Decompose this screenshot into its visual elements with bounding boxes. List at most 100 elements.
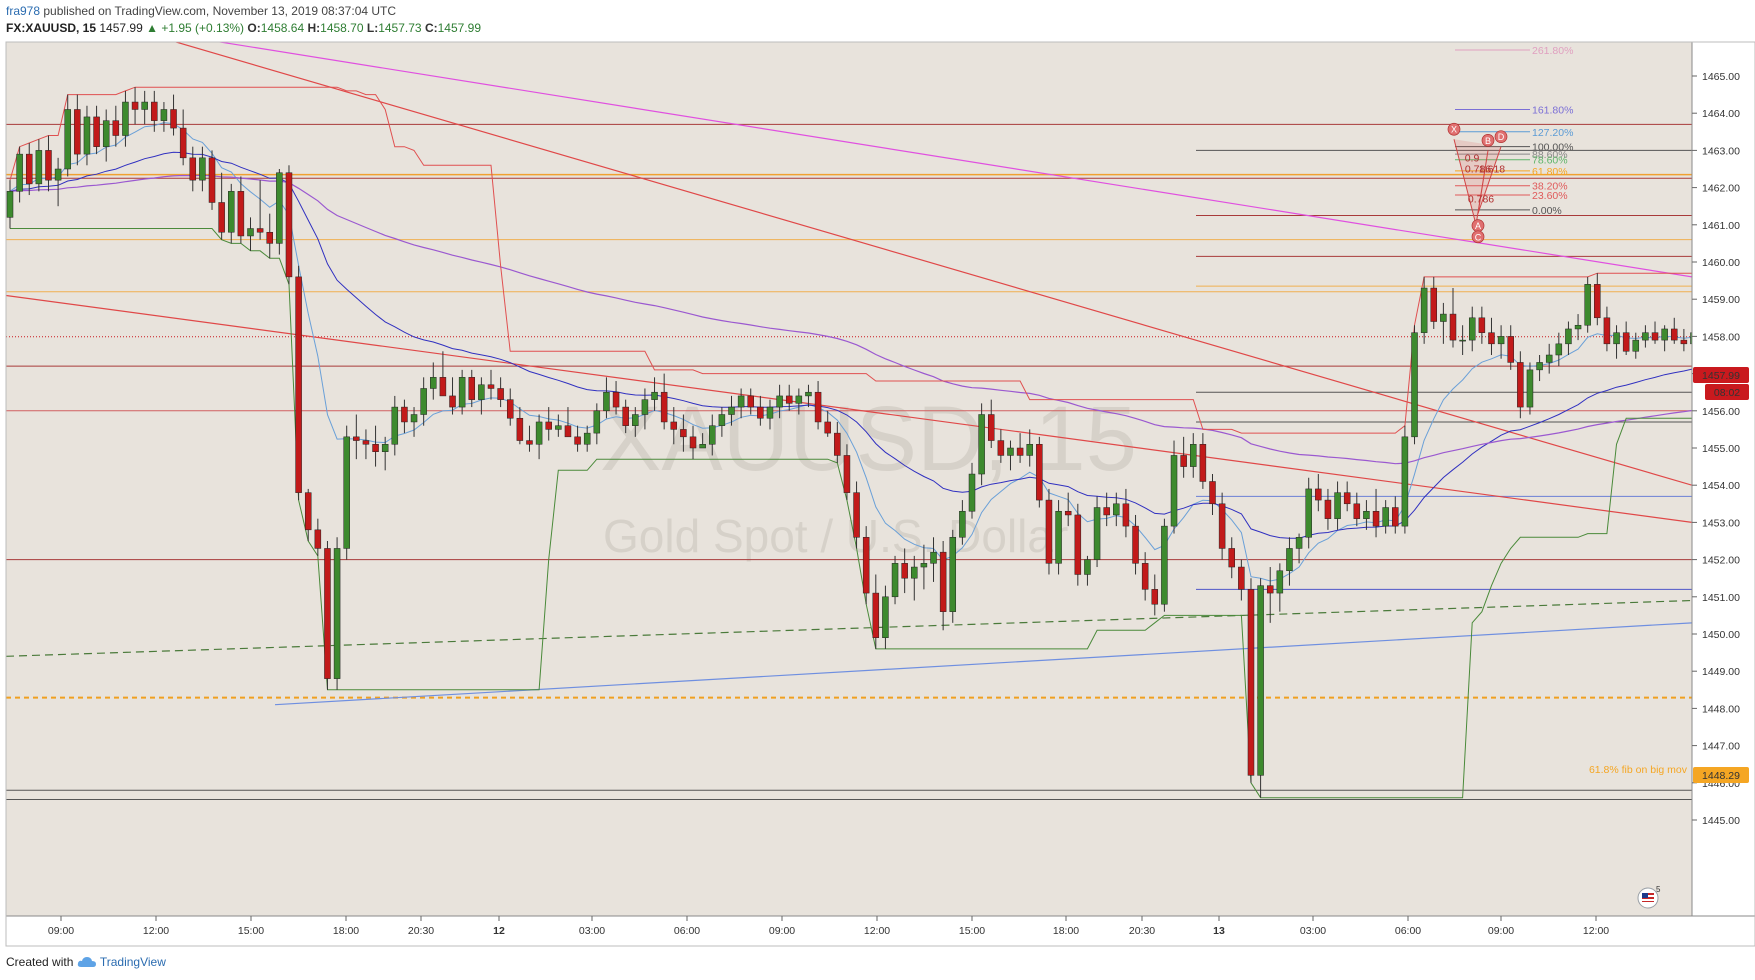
candle-bearish: [74, 109, 81, 155]
candle-bullish: [1401, 436, 1409, 527]
author-link[interactable]: fra978: [6, 4, 41, 18]
candle-bullish: [35, 150, 43, 185]
candle-bearish: [353, 436, 360, 441]
fib-annotation: 61.8% fib on big mov: [1589, 764, 1688, 776]
candle-bearish: [1218, 503, 1226, 549]
fib-level-label: 38.20%: [1532, 181, 1568, 193]
symbol-label[interactable]: FX:XAUUSD, 15: [6, 21, 97, 35]
candle-bearish: [189, 157, 197, 181]
candle-bearish: [1228, 548, 1235, 568]
time-tick-label: 12:00: [864, 925, 890, 937]
candle-bearish: [997, 440, 1005, 456]
channel-upper-line: [9, 86, 1692, 434]
candle-bearish: [170, 109, 177, 129]
candle-bearish: [256, 228, 264, 233]
candle-bearish: [660, 391, 668, 423]
dashed-trendline: [6, 599, 1692, 657]
tradingview-cloud-icon: [77, 957, 96, 967]
pattern-point-marker: [1447, 122, 1461, 136]
candle-bullish: [949, 537, 957, 612]
publish-text: published on TradingView.com, November 1…: [43, 4, 397, 18]
price-tick-label: 1454.00: [1702, 480, 1740, 492]
time-tick-label: 09:00: [48, 925, 74, 937]
plot-frame: [5, 41, 1755, 947]
candle-bullish: [122, 101, 129, 136]
candle-bearish: [1266, 585, 1274, 594]
candle-bearish: [526, 440, 533, 445]
open-value: 1458.64: [260, 21, 305, 35]
fib-level-label: 78.60%: [1532, 155, 1568, 167]
svg-text:5: 5: [1656, 885, 1661, 894]
candle-bullish: [276, 172, 283, 244]
candle-bearish: [670, 421, 678, 430]
support-trendline: [274, 622, 1692, 706]
candle-bearish: [1449, 313, 1457, 341]
candle-bullish: [593, 410, 601, 434]
last-price: 1457.99: [99, 21, 143, 35]
candle-bearish: [372, 444, 379, 452]
price-tick-label: 1448.00: [1702, 703, 1740, 715]
us-flag-events-icon[interactable]: 5: [1637, 885, 1661, 909]
candle-bearish: [1074, 514, 1082, 575]
candle-bearish: [757, 406, 764, 419]
candle-bearish: [574, 436, 581, 445]
candle-bearish: [468, 377, 476, 400]
candle-bearish: [237, 191, 245, 237]
candle-bearish: [987, 414, 995, 441]
price-axis[interactable]: 1465.00 1464.00 1463.00 1462.00 1461.00 1460.…: [1692, 71, 1740, 827]
countdown-tag-bg: [1705, 384, 1749, 400]
time-axis[interactable]: 09:00 12:00 15:00 18:00 20:30 12 03:00 06:00 09:…: [48, 916, 1609, 937]
candle-bearish: [179, 127, 187, 159]
candle-bearish: [1651, 332, 1659, 341]
price-tick-label: 1464.00: [1702, 108, 1740, 120]
candle-bullish: [603, 391, 610, 412]
tradingview-link[interactable]: TradingView: [99, 955, 166, 969]
high-value: 1458.70: [320, 21, 364, 35]
candle-bullish: [651, 391, 658, 400]
candle-bullish: [1613, 332, 1620, 345]
time-tick-label: 06:00: [674, 925, 700, 937]
time-tick-label: 12:00: [1583, 925, 1609, 937]
fib-price-tag: 1448.29: [1702, 770, 1740, 782]
candle-bullish: [333, 548, 341, 679]
candle-bearish: [564, 425, 572, 438]
candle-bullish: [1161, 525, 1168, 605]
candle-bullish: [1093, 507, 1101, 560]
price-tick-label: 1449.00: [1702, 666, 1740, 678]
candle-bearish: [1199, 444, 1207, 482]
candle-bearish: [1478, 317, 1486, 333]
candle-bullish: [1584, 284, 1591, 326]
candle-bullish: [882, 596, 889, 638]
last-price-tag-bg: [1693, 367, 1749, 383]
candle-bullish: [978, 414, 985, 475]
candle-bullish: [1276, 570, 1284, 594]
symbol-watermark: XAUUSD, 15 Gold Spot / U.S. Dollar: [600, 388, 1137, 562]
candle-bullish: [141, 101, 148, 110]
candle-bearish: [151, 101, 158, 121]
candle-bearish: [1064, 510, 1072, 516]
candle-bullish: [1536, 362, 1543, 371]
candle-bullish: [1632, 339, 1640, 352]
price-chart[interactable]: XAUUSD, 15 Gold Spot / U.S. Dollar 261.8…: [0, 0, 1755, 950]
candle-bullish: [1055, 510, 1062, 564]
candle-bullish: [728, 406, 735, 415]
candle-bearish: [1353, 503, 1361, 519]
pattern-ratio-label: 0.786: [1465, 164, 1491, 176]
candle-bearish: [1622, 332, 1630, 352]
candle-bullish: [1084, 559, 1091, 575]
pattern-point-label: A: [1475, 221, 1481, 231]
price-tick-label: 1459.00: [1702, 294, 1740, 306]
candle-bullish: [632, 414, 639, 426]
candle-bearish: [1141, 563, 1149, 590]
candle-bearish: [901, 563, 908, 579]
created-with: Created with TradingView: [6, 955, 166, 969]
candle-bearish: [1016, 447, 1024, 456]
candle-bullish: [583, 432, 591, 445]
fib-retracement[interactable]: 261.80% 161.80% 127.20% 100.00%88.60%78.60%…: [1455, 45, 1573, 217]
close-value: 1457.99: [437, 21, 481, 35]
pattern-point-marker: [1471, 230, 1485, 244]
candle-bullish: [410, 414, 418, 423]
watermark-symbol: XAUUSD, 15: [600, 388, 1137, 490]
time-tick-label: 20:30: [1129, 925, 1155, 937]
